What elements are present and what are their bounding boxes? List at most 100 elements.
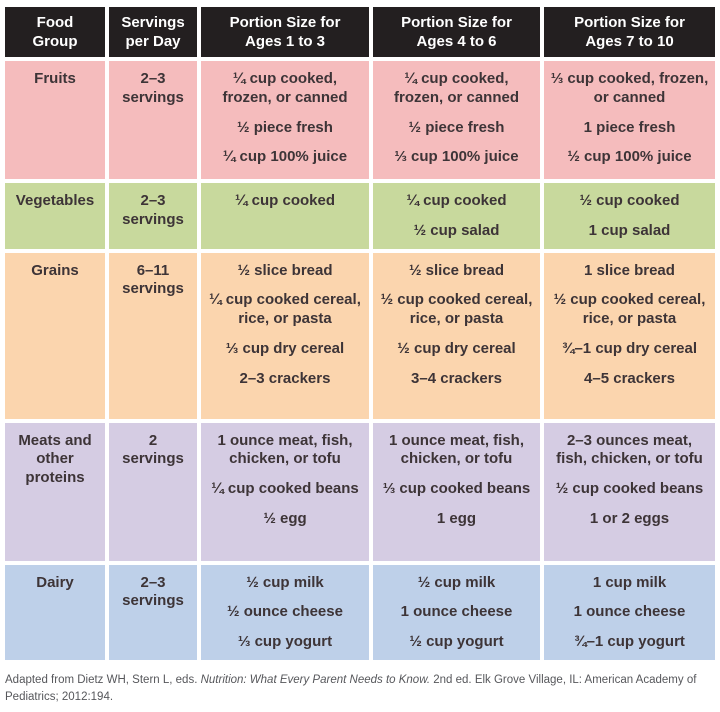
portion-cell-ages-7-10: ⅓ cup cooked, frozen, or canned 1 piece f…: [544, 61, 715, 179]
portion-cell-ages-7-10: ½ cup cooked 1 cup salad: [544, 183, 715, 249]
portion-size-table: Food Group Servings per Day Portion Size f…: [1, 3, 719, 664]
portion-item: ⅓ cup cooked beans: [382, 480, 531, 497]
portion-item: ¾–1 cup yogurt: [574, 633, 685, 650]
portion-item: ½ ounce cheese: [227, 603, 343, 621]
portion-item: ½ piece fresh: [408, 118, 505, 136]
column-header: Portion Size for Ages 1 to 3: [201, 7, 369, 57]
portion-item: 1 egg: [436, 509, 477, 527]
portion-item: ½ egg: [263, 509, 307, 527]
food-group-row-meats-and-other-proteins: Meats and other proteins 2 servings 1 ounc…: [5, 422, 715, 561]
portion-item: ½ cup milk: [417, 573, 496, 591]
nutrition-portion-table-page: Food Group Servings per Day Portion Size f…: [0, 3, 720, 712]
food-group-label: Meats and other proteins: [18, 431, 92, 487]
food-group-row-dairy: Dairy 2–3 servings ½ cup milk ½ ounce chees…: [5, 564, 715, 660]
portion-item: 2–3 crackers: [239, 369, 331, 387]
servings-per-day-cell: 2–3 servings: [109, 564, 197, 660]
portion-item: ½ cup dry cereal: [397, 339, 516, 357]
portion-item: 1 ounce meat, fish, chicken, or tofu: [388, 431, 525, 468]
column-header-label: Food Group: [32, 13, 78, 50]
citation-prefix: Adapted from Dietz WH, Stern L, eds.: [5, 673, 201, 686]
portion-cell-ages-4-6: ½ cup milk 1 ounce cheese ½ cup yogurt: [373, 564, 540, 660]
food-group-row-fruits: Fruits 2–3 servings ¼ cup cooked, frozen, …: [5, 61, 715, 179]
column-header-label: Portion Size for Ages 4 to 6: [401, 13, 512, 50]
portion-item: ⅓ cup 100% juice: [394, 148, 519, 166]
portion-item: ½ cup cooked beans: [555, 480, 704, 497]
portion-item: 1 slice bread: [584, 261, 675, 279]
portion-cell-ages-4-6: 1 ounce meat, fish, chicken, or tofu ⅓ cu…: [373, 422, 540, 561]
servings-label: 2 servings: [122, 431, 184, 468]
portion-cell-ages-4-6: ¼ cup cooked, frozen, or canned ½ piece f…: [373, 61, 540, 179]
table-body: Fruits 2–3 servings ¼ cup cooked, frozen, …: [5, 61, 715, 660]
portion-item: ½ cup cooked cereal, rice, or pasta: [553, 291, 706, 327]
source-citation: Adapted from Dietz WH, Stern L, eds. Nut…: [5, 672, 713, 707]
servings-per-day-cell: 2–3 servings: [109, 183, 197, 249]
portion-item: 1 piece fresh: [583, 118, 676, 136]
portion-cell-ages-4-6: ½ slice bread ½ cup cooked cereal, rice, …: [373, 252, 540, 419]
food-group-label: Vegetables: [15, 192, 95, 209]
portion-item: ⅓ cup cooked, frozen, or canned: [550, 70, 709, 106]
servings-per-day-cell: 6–11 servings: [109, 252, 197, 419]
portion-cell-ages-7-10: 1 cup milk 1 ounce cheese ¾–1 cup yogurt: [544, 564, 715, 660]
portion-item: ½ cup 100% juice: [567, 148, 692, 166]
food-group-cell: Fruits: [5, 61, 105, 179]
portion-item: 2–3 ounces meat, fish, chicken, or tofu: [556, 431, 703, 468]
portion-item: 3–4 crackers: [411, 369, 502, 387]
portion-item: ½ cup milk: [246, 573, 324, 591]
portion-item: 1 cup salad: [588, 221, 671, 239]
portion-item: ¼ cup cooked, frozen, or canned: [222, 70, 348, 106]
column-header: Portion Size for Ages 7 to 10: [544, 7, 715, 57]
servings-label: 2–3 servings: [122, 70, 184, 106]
portion-item: ¼ cup cooked, frozen, or canned: [393, 70, 520, 106]
portion-cell-ages-7-10: 1 slice bread ½ cup cooked cereal, rice, …: [544, 252, 715, 419]
portion-cell-ages-1-3: ¼ cup cooked: [201, 183, 369, 249]
food-group-cell: Meats and other proteins: [5, 422, 105, 561]
food-group-label: Grains: [31, 261, 79, 279]
portion-item: ½ cup salad: [413, 221, 500, 239]
food-group-cell: Grains: [5, 252, 105, 419]
portion-item: 4–5 crackers: [584, 369, 675, 387]
column-header-label: Servings per Day: [121, 13, 185, 50]
portion-cell-ages-7-10: 2–3 ounces meat, fish, chicken, or tofu ½…: [544, 422, 715, 561]
servings-label: 2–3 servings: [122, 573, 184, 610]
portion-item: ¼ cup cooked: [234, 192, 336, 209]
portion-item: 1 cup milk: [592, 573, 667, 591]
portion-cell-ages-1-3: ½ cup milk ½ ounce cheese ⅓ cup yogurt: [201, 564, 369, 660]
portion-item: ½ slice bread: [237, 261, 333, 279]
portion-cell-ages-1-3: 1 ounce meat, fish, chicken, or tofu ¼ cu…: [201, 422, 369, 561]
portion-cell-ages-1-3: ¼ cup cooked, frozen, or canned ½ piece f…: [201, 61, 369, 179]
portion-item: ¼ cup cooked beans: [211, 480, 359, 497]
citation-book-title: Nutrition: What Every Parent Needs to Kn…: [200, 673, 431, 686]
column-header-label: Portion Size for Ages 1 to 3: [229, 13, 341, 50]
food-group-cell: Vegetables: [5, 183, 105, 249]
portion-item: 1 ounce cheese: [400, 603, 513, 621]
food-group-label: Dairy: [36, 573, 74, 591]
servings-per-day-cell: 2–3 servings: [109, 61, 197, 179]
portion-item: 1 ounce meat, fish, chicken, or tofu: [217, 431, 353, 468]
portion-item: ¼ cup cooked: [406, 192, 507, 209]
servings-per-day-cell: 2 servings: [109, 422, 197, 561]
citation-suffix: 2nd ed. Elk Grove Village, IL: American …: [5, 673, 697, 703]
food-group-row-grains: Grains 6–11 servings ½ slice bread ¼ cup co…: [5, 252, 715, 419]
portion-item: 1 ounce cheese: [573, 603, 686, 621]
column-header: Portion Size for Ages 4 to 6: [373, 7, 540, 57]
portion-item: ½ piece fresh: [237, 118, 333, 136]
portion-item: ¼ cup cooked cereal, rice, or pasta: [209, 291, 361, 327]
portion-item: ½ cup cooked cereal, rice, or pasta: [380, 291, 533, 327]
servings-label: 6–11 servings: [122, 261, 184, 298]
portion-item: ⅓ cup yogurt: [237, 633, 333, 650]
food-group-cell: Dairy: [5, 564, 105, 660]
portion-item: ½ slice bread: [408, 261, 505, 279]
table-header: Food Group Servings per Day Portion Size f…: [5, 7, 715, 57]
column-header: Servings per Day: [109, 7, 197, 57]
column-header: Food Group: [5, 7, 105, 57]
column-header-label: Portion Size for Ages 7 to 10: [574, 13, 685, 50]
portion-item: ¾–1 cup dry cereal: [561, 339, 698, 357]
portion-item: ½ cup yogurt: [409, 633, 504, 650]
portion-item: ⅓ cup dry cereal: [225, 339, 345, 357]
servings-label: 2–3 servings: [122, 192, 184, 228]
portion-cell-ages-4-6: ¼ cup cooked ½ cup salad: [373, 183, 540, 249]
food-group-label: Fruits: [34, 70, 76, 87]
header-row: Food Group Servings per Day Portion Size f…: [5, 7, 715, 57]
food-group-row-vegetables: Vegetables 2–3 servings ¼ cup cooked ¼ cup …: [5, 183, 715, 249]
portion-item: ¼ cup 100% juice: [222, 148, 348, 166]
